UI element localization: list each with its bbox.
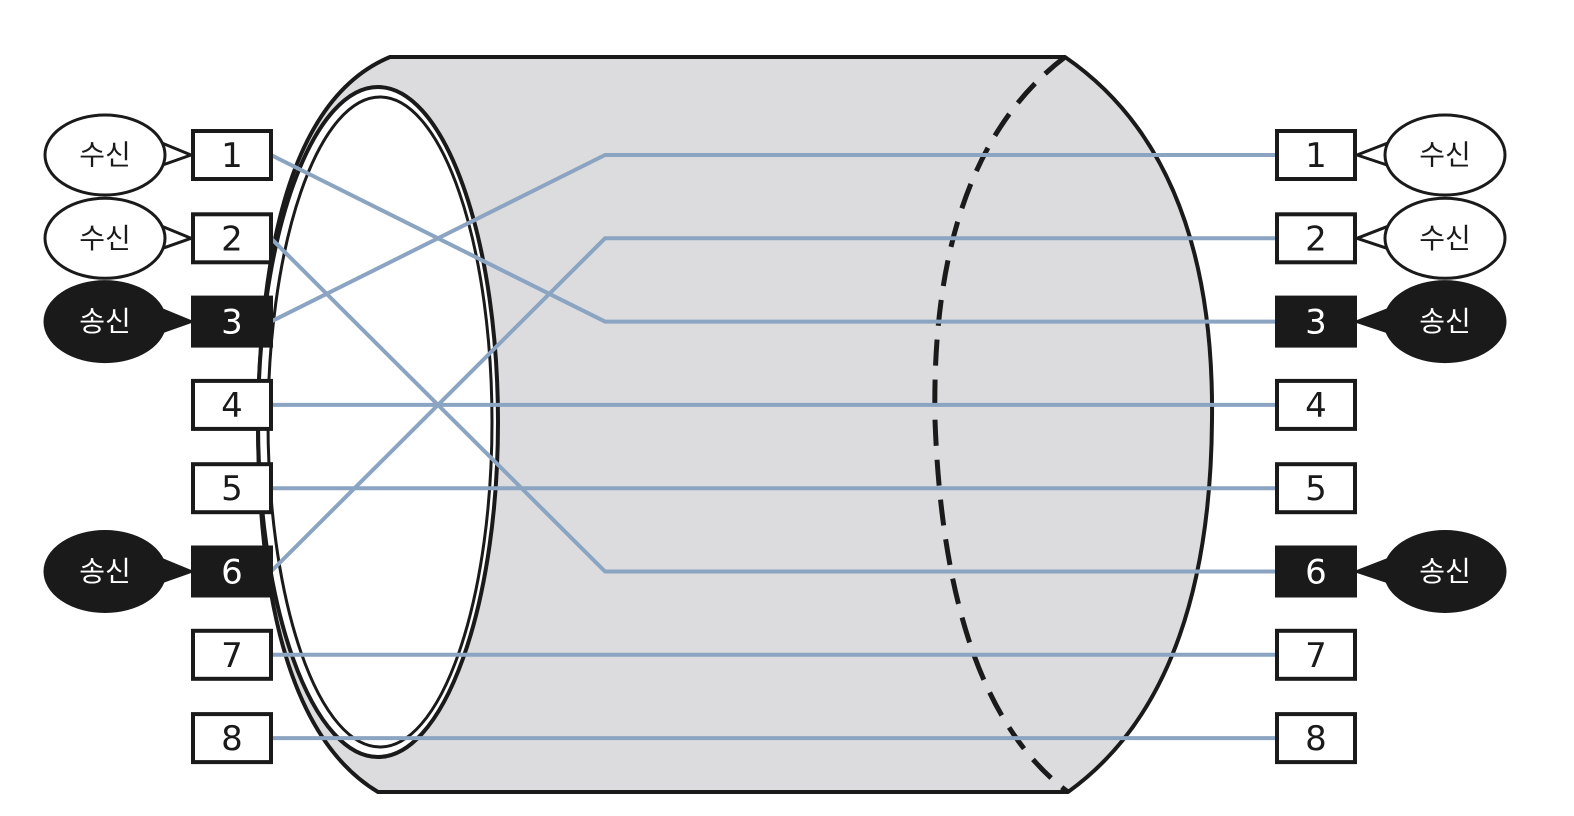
right-pin-2-role-bubble: 수신 <box>1355 196 1507 280</box>
right-pin-6-box <box>1275 545 1357 598</box>
left-pin-3-bubble <box>43 280 167 364</box>
left-pin-5: 5 <box>191 462 273 515</box>
right-pin-6-number: 6 <box>1305 553 1327 593</box>
right-pin-8-box <box>1275 712 1357 765</box>
left-pin-2: 2 <box>191 212 273 265</box>
wire-2-to-6 <box>269 236 1277 574</box>
left-pin-6-role-bubble: 송신 <box>43 530 193 613</box>
left-connector: 수신 1 수신 2 송신 3 4 5 송신 6 7 8 <box>43 113 273 765</box>
left-pin-2-role-bubble: 수신 <box>43 196 193 280</box>
right-pin-5-number: 5 <box>1305 469 1327 509</box>
right-pin-7: 7 <box>1275 628 1357 681</box>
right-pin-7-box <box>1275 628 1357 681</box>
right-pin-1-role-bubble: 수신 <box>1355 113 1507 197</box>
left-pin-3-box <box>191 295 273 348</box>
left-pin-4-box <box>191 378 273 431</box>
left-pin-6-bubble <box>43 530 167 613</box>
right-pin-2-box <box>1275 212 1357 265</box>
cable <box>256 55 1215 795</box>
left-pin-6-role-label: 송신 <box>79 555 131 588</box>
right-pin-6-role-label: 송신 <box>1419 555 1471 588</box>
left-pin-2-box <box>191 212 273 265</box>
left-pin-8: 8 <box>191 712 273 765</box>
right-pin-3-role-bubble: 송신 <box>1355 280 1507 364</box>
left-pin-6-number: 6 <box>221 553 243 593</box>
left-pin-4-number: 4 <box>221 386 243 426</box>
right-pin-3: 3 <box>1275 295 1357 348</box>
right-pin-7-number: 7 <box>1305 636 1327 676</box>
left-pin-1-box <box>191 129 273 181</box>
left-pin-5-box <box>191 462 273 515</box>
wire-1-to-3 <box>270 153 1277 324</box>
left-pin-7-box <box>191 628 273 681</box>
right-pin-4: 4 <box>1275 378 1357 431</box>
wires <box>269 153 1277 741</box>
right-pin-1-number: 1 <box>1305 136 1327 176</box>
right-pin-1-role-label: 수신 <box>1419 139 1471 172</box>
right-pin-5-box <box>1275 462 1357 515</box>
right-pin-2-number: 2 <box>1305 219 1327 259</box>
left-pin-6-box <box>191 545 273 598</box>
cable-far-end-hidden-edge <box>932 55 1070 795</box>
left-pin-1-role-bubble: 수신 <box>43 113 193 197</box>
right-pin-1-box <box>1275 129 1357 181</box>
wire-6-to-2 <box>269 236 1277 573</box>
left-pin-1-role-label: 수신 <box>79 139 131 172</box>
left-pin-1-number: 1 <box>221 136 243 176</box>
left-pin-2-role-label: 수신 <box>79 222 131 255</box>
right-pin-3-role-label: 송신 <box>1419 305 1471 338</box>
left-pin-5-number: 5 <box>221 469 243 509</box>
left-pin-8-number: 8 <box>221 719 243 759</box>
left-pin-8-box <box>191 712 273 765</box>
left-pin-3-role-label: 송신 <box>79 305 131 338</box>
wire-3-to-1 <box>270 153 1277 324</box>
right-pin-3-bubble <box>1383 280 1507 364</box>
right-pin-1-bubble <box>1383 113 1507 197</box>
right-pin-2: 2 <box>1275 212 1357 265</box>
right-pin-6-role-bubble: 송신 <box>1355 530 1507 613</box>
left-pin-2-number: 2 <box>221 219 243 259</box>
left-pin-3-role-bubble: 송신 <box>43 280 193 364</box>
right-pin-5: 5 <box>1275 462 1357 515</box>
right-pin-6: 6 <box>1275 545 1357 598</box>
left-pin-6: 6 <box>191 545 273 598</box>
right-pin-4-box <box>1275 378 1357 431</box>
right-pin-4-number: 4 <box>1305 386 1327 426</box>
left-pin-3-number: 3 <box>221 303 243 343</box>
left-pin-1: 1 <box>191 129 273 181</box>
right-pin-8-number: 8 <box>1305 719 1327 759</box>
left-pin-2-bubble <box>43 196 167 280</box>
right-connector: 수신 1 수신 2 송신 3 4 5 송신 6 7 8 <box>1275 113 1507 765</box>
right-pin-2-bubble <box>1383 196 1507 280</box>
left-pin-1-bubble <box>43 113 167 197</box>
right-pin-1: 1 <box>1275 129 1357 181</box>
right-pin-6-bubble <box>1383 530 1507 613</box>
left-pin-3: 3 <box>191 295 273 348</box>
right-pin-8: 8 <box>1275 712 1357 765</box>
left-pin-7-number: 7 <box>221 636 243 676</box>
left-pin-4: 4 <box>191 378 273 431</box>
right-pin-3-box <box>1275 295 1357 348</box>
left-pin-7: 7 <box>191 628 273 681</box>
right-pin-2-role-label: 수신 <box>1419 222 1471 255</box>
right-pin-3-number: 3 <box>1305 303 1327 343</box>
